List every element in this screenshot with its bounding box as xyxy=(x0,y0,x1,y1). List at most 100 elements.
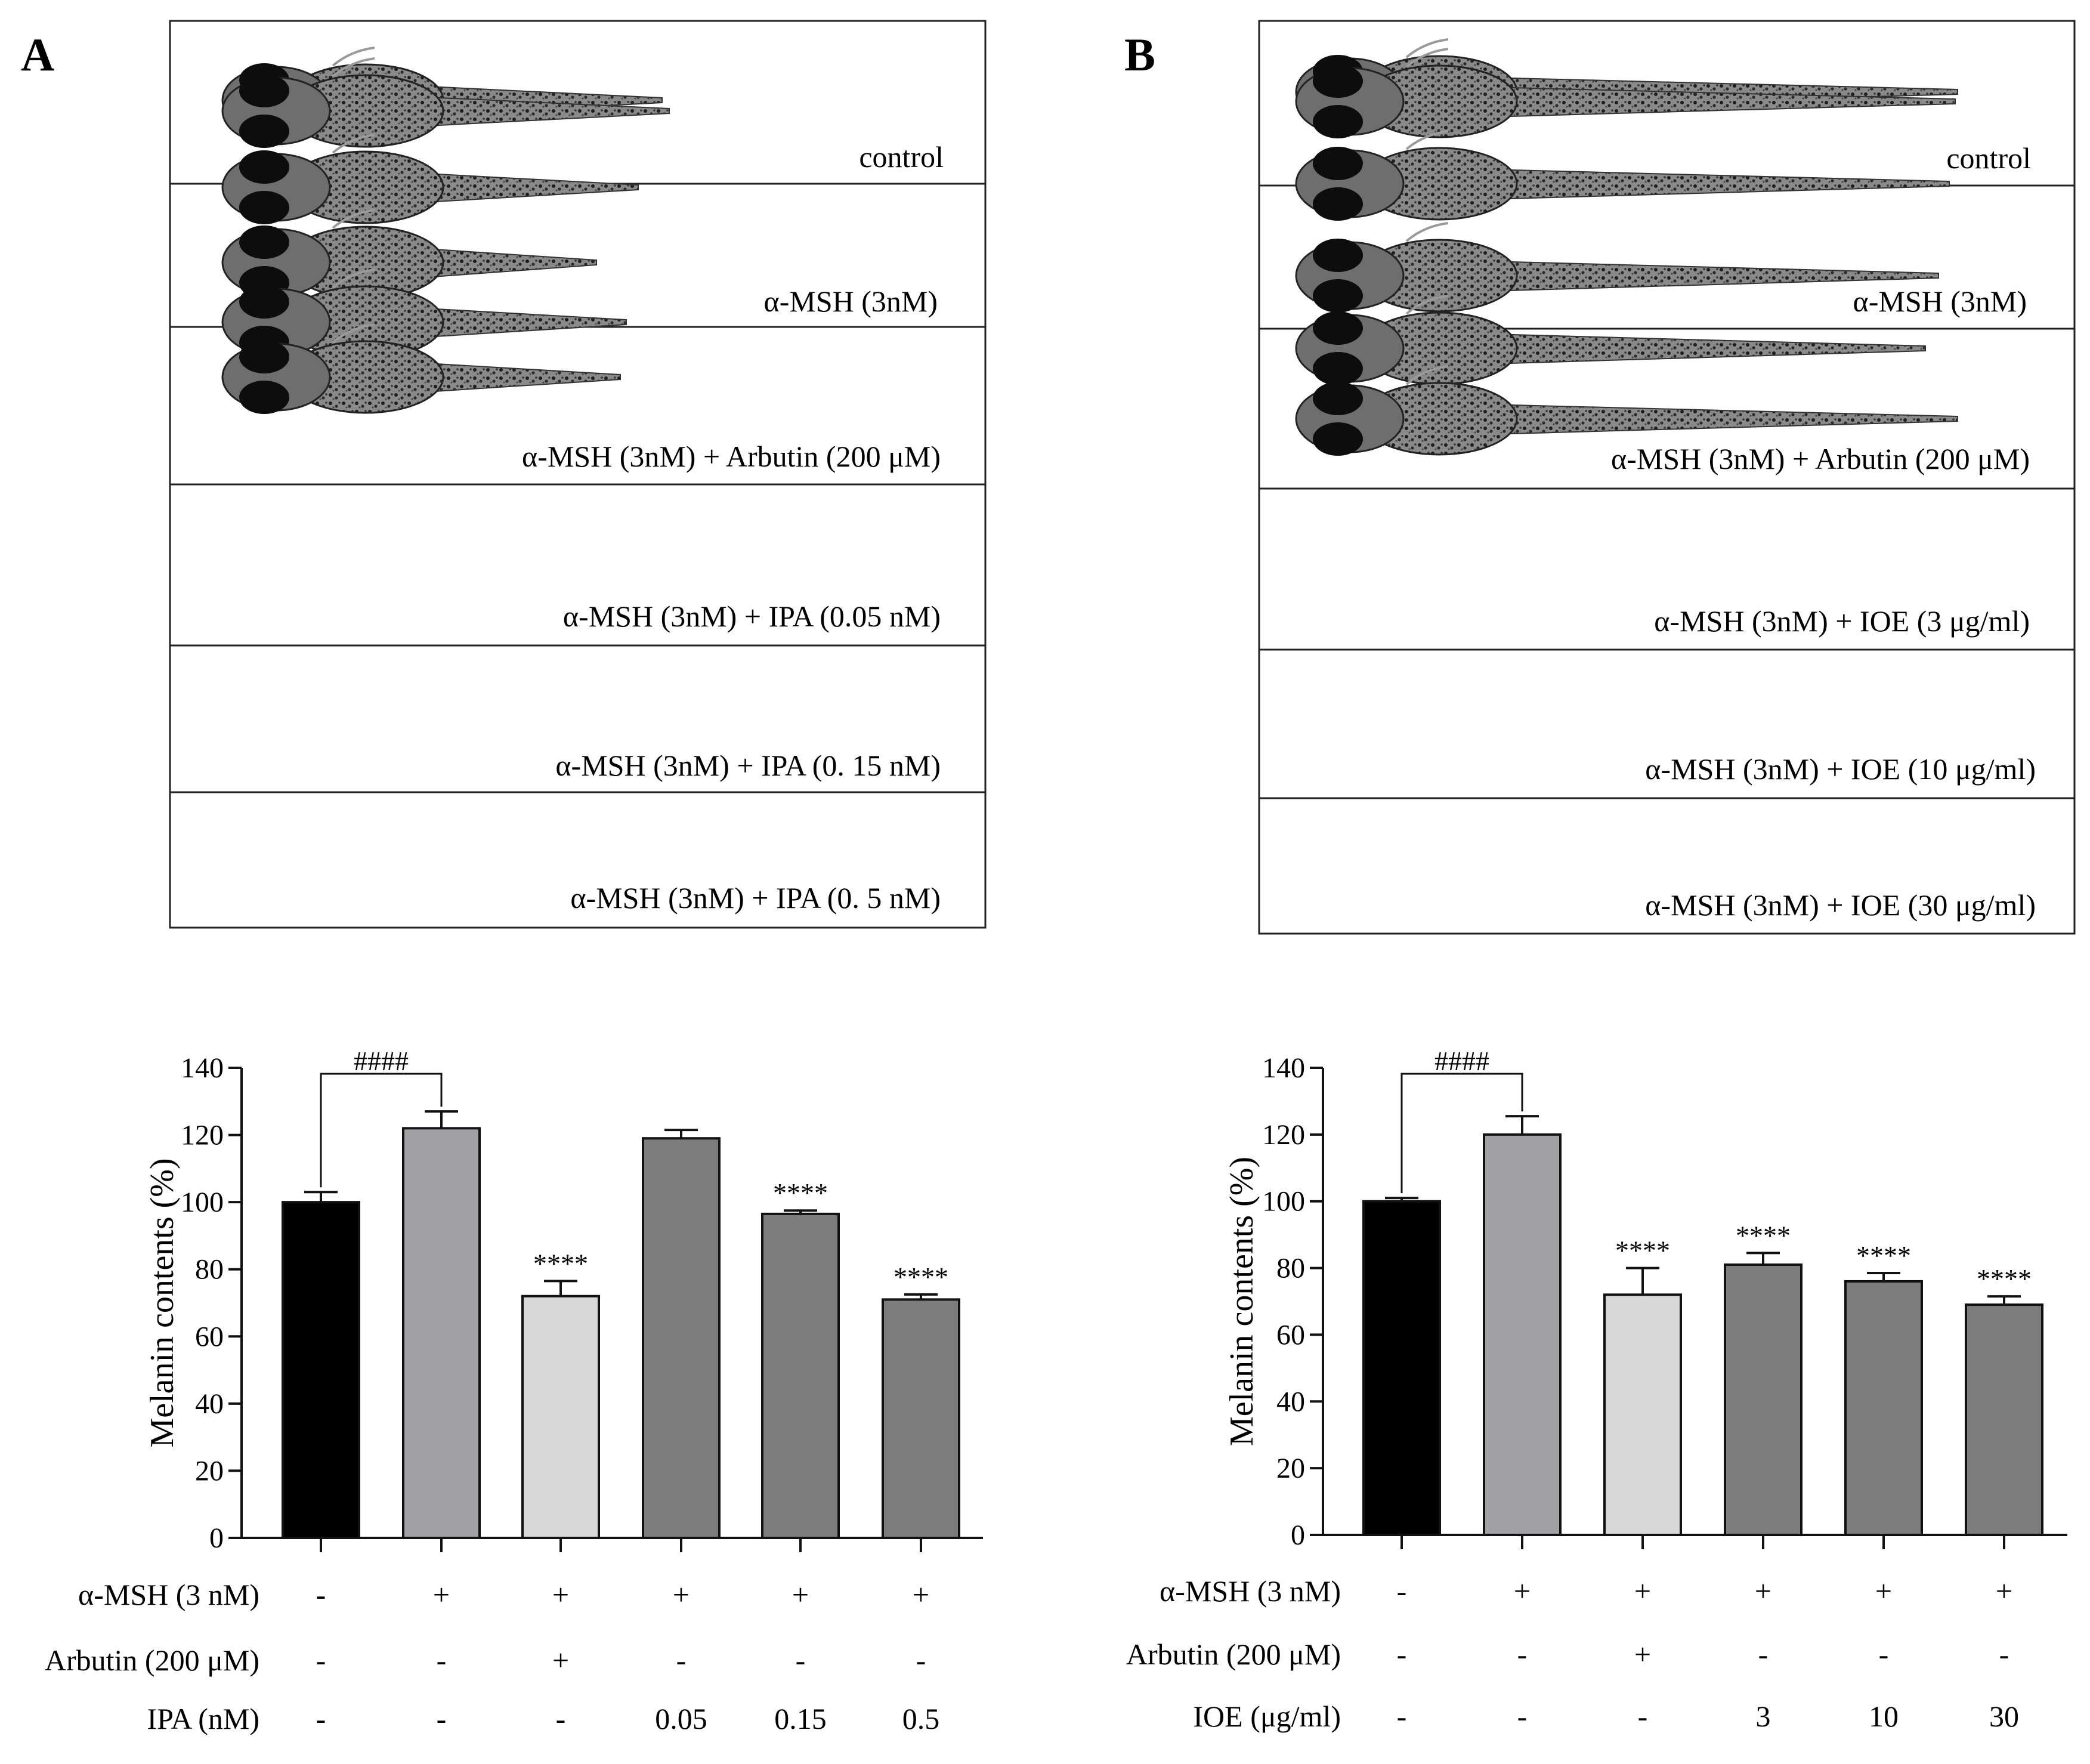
zebrafish-larva xyxy=(221,209,597,299)
caption-b-ioe-30: α-MSH (3nM) + IOE (30 μg/ml) xyxy=(1645,888,2036,922)
larva-eye xyxy=(239,115,289,148)
condition-value: + xyxy=(1996,1574,2012,1608)
condition-value: + xyxy=(552,1578,569,1611)
y-axis-label: Melanin contents (%) xyxy=(1223,1157,1260,1446)
condition-value: 0.05 xyxy=(655,1702,707,1735)
larva-fin xyxy=(332,323,375,344)
larva-tail xyxy=(1489,168,1950,200)
larva-eye xyxy=(1313,352,1363,385)
larva-eye xyxy=(239,150,289,184)
condition-value: - xyxy=(1397,1638,1407,1671)
larva-eye xyxy=(239,285,289,319)
larva-eye xyxy=(1313,311,1363,345)
bar xyxy=(1965,1303,2043,1536)
condition-value: + xyxy=(1514,1574,1531,1608)
bar xyxy=(1844,1280,1923,1536)
condition-row-label: IOE (μg/ml) xyxy=(1193,1700,1341,1733)
condition-value: - xyxy=(316,1702,326,1735)
condition-value: + xyxy=(673,1578,690,1611)
y-tick-label: 0 xyxy=(1291,1519,1305,1551)
condition-value: - xyxy=(316,1578,326,1611)
condition-row-label: Arbutin (200 μM) xyxy=(1126,1638,1341,1671)
zebrafish-larvae-a xyxy=(221,47,670,414)
y-tick-label: 120 xyxy=(1262,1119,1305,1151)
zebrafish-larva xyxy=(1295,48,1956,138)
condition-value: 30 xyxy=(1989,1700,2019,1733)
y-tick-label: 0 xyxy=(209,1522,224,1554)
bar xyxy=(1483,1133,1562,1537)
condition-value: - xyxy=(1758,1638,1769,1671)
condition-value: + xyxy=(1634,1574,1651,1608)
bar xyxy=(642,1137,721,1539)
panel-label-b: B xyxy=(1124,29,1155,81)
larva-fin xyxy=(1405,365,1449,385)
significance-label: **** xyxy=(533,1248,588,1278)
larva-eye xyxy=(1313,422,1363,456)
zebrafish-larva xyxy=(221,323,621,414)
significance-bracket xyxy=(320,1073,443,1188)
larva-eye xyxy=(239,340,289,373)
condition-value: + xyxy=(1755,1574,1771,1608)
bar xyxy=(1724,1263,1803,1536)
y-tick-label: 100 xyxy=(1262,1186,1305,1218)
larva-fin xyxy=(332,47,375,67)
larva-eye xyxy=(239,381,289,414)
caption-b-control: control xyxy=(1946,141,2031,175)
significance-label: **** xyxy=(1856,1240,1911,1271)
chart-a: 0 20 40 60 80 100 120 140 Melanin contents (%) **… xyxy=(45,1046,983,1735)
y-tick-label: 140 xyxy=(181,1052,224,1084)
larva-fin xyxy=(1405,130,1449,150)
y-tick-label: 80 xyxy=(1276,1253,1305,1284)
zebrafish-larva xyxy=(1295,222,1939,313)
y-tick-label: 40 xyxy=(1276,1386,1305,1417)
caption-b-arbutin: α-MSH (3nM) + Arbutin (200 μM) xyxy=(1611,442,2030,475)
larva-fin xyxy=(332,209,375,229)
zebrafish-larva xyxy=(221,268,627,359)
larva-tail xyxy=(1489,403,1958,435)
significance-label: **** xyxy=(1977,1263,2032,1294)
condition-value: + xyxy=(1875,1574,1892,1608)
larva-fin xyxy=(1405,222,1449,242)
y-tick-label: 80 xyxy=(195,1254,224,1286)
bar xyxy=(402,1127,481,1540)
y-axis-label: Melanin contents (%) xyxy=(144,1158,181,1447)
condition-value: - xyxy=(1638,1700,1648,1733)
condition-value: - xyxy=(1999,1638,2009,1671)
larva-fin xyxy=(332,268,375,289)
caption-a-ipa-05: α-MSH (3nM) + IPA (0. 5 nM) xyxy=(570,881,941,915)
larva-tail xyxy=(1489,333,1926,365)
zebrafish-larva xyxy=(221,57,670,148)
larva-eye xyxy=(239,191,289,224)
condition-row-label: Arbutin (200 μM) xyxy=(45,1643,259,1677)
larva-eye xyxy=(1313,147,1363,180)
bar xyxy=(761,1212,840,1540)
larva-fin xyxy=(332,57,375,78)
larva-fin xyxy=(332,134,375,154)
condition-value: - xyxy=(676,1643,687,1677)
bar xyxy=(282,1201,360,1539)
zebrafish-larvae-b xyxy=(1295,38,1958,456)
bar xyxy=(521,1295,600,1540)
bracket-label: #### xyxy=(1434,1046,1489,1076)
caption-a-msh: α-MSH (3nM) xyxy=(764,285,938,318)
larva-eye xyxy=(1313,187,1363,221)
y-tick-label: 40 xyxy=(195,1388,224,1420)
condition-value: - xyxy=(796,1643,806,1677)
condition-value: - xyxy=(1517,1700,1528,1733)
panel-label-a: A xyxy=(21,29,54,81)
condition-value: + xyxy=(433,1578,450,1611)
larva-eye xyxy=(239,74,289,107)
condition-value: - xyxy=(1879,1638,1889,1671)
larva-eye xyxy=(239,225,289,259)
condition-value: - xyxy=(437,1643,447,1677)
condition-value: - xyxy=(316,1643,326,1677)
condition-value: - xyxy=(556,1702,566,1735)
condition-value: + xyxy=(1634,1638,1651,1671)
caption-b-ioe-3: α-MSH (3nM) + IOE (3 μg/ml) xyxy=(1654,604,2030,638)
caption-a-ipa-015: α-MSH (3nM) + IPA (0. 15 nM) xyxy=(555,749,941,782)
bracket-label: #### xyxy=(354,1046,409,1076)
zebrafish-larva xyxy=(1295,365,1958,456)
y-tick-label: 20 xyxy=(1276,1453,1305,1484)
significance-label: **** xyxy=(773,1178,828,1208)
